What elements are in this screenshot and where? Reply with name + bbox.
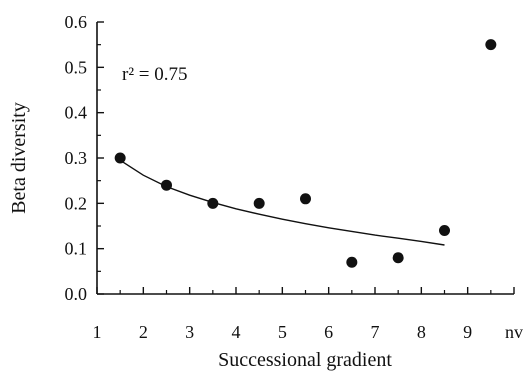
x-tick-label: 6 — [324, 322, 333, 342]
data-points — [114, 39, 497, 268]
axes — [96, 22, 514, 295]
y-tick-label: 0.3 — [65, 148, 88, 168]
x-tick-label: 8 — [417, 322, 426, 342]
y-tick-label: 0.4 — [65, 103, 88, 123]
y-axis-label: Beta diversity — [8, 102, 30, 214]
fit-curve — [119, 159, 445, 246]
y-tick-label: 0.0 — [65, 284, 88, 304]
x-ticks: 1 2 3 4 5 6 7 8 9 nv — [93, 287, 523, 342]
x-tick-label: 1 — [93, 322, 102, 342]
x-axis-label: Successional gradient — [218, 349, 392, 371]
x-tick-label: 5 — [278, 322, 287, 342]
x-tick-label: 9 — [463, 322, 472, 342]
y-tick-label: 0.2 — [65, 193, 88, 213]
y-tick-label: 0.5 — [65, 57, 88, 77]
data-point — [207, 197, 219, 209]
data-point — [114, 152, 126, 164]
y-ticks: 0.0 0.1 0.2 0.3 0.4 0.5 0.6 — [65, 12, 104, 304]
x-tick-label: 7 — [371, 322, 380, 342]
data-point — [253, 197, 265, 209]
x-tick-label: 4 — [232, 322, 241, 342]
data-point — [439, 225, 450, 237]
data-point — [392, 252, 404, 264]
data-point — [485, 39, 497, 51]
data-point — [300, 193, 311, 205]
x-tick-label: 2 — [139, 322, 148, 342]
y-tick-label: 0.6 — [65, 12, 88, 32]
x-tick-label: nv — [505, 322, 523, 342]
x-tick-label: 3 — [185, 322, 194, 342]
r-squared-annotation: r² = 0.75 — [122, 64, 188, 85]
fit-curve-group — [119, 159, 445, 246]
y-tick-label: 0.1 — [65, 239, 88, 259]
data-point — [161, 179, 172, 191]
data-point — [346, 256, 358, 268]
